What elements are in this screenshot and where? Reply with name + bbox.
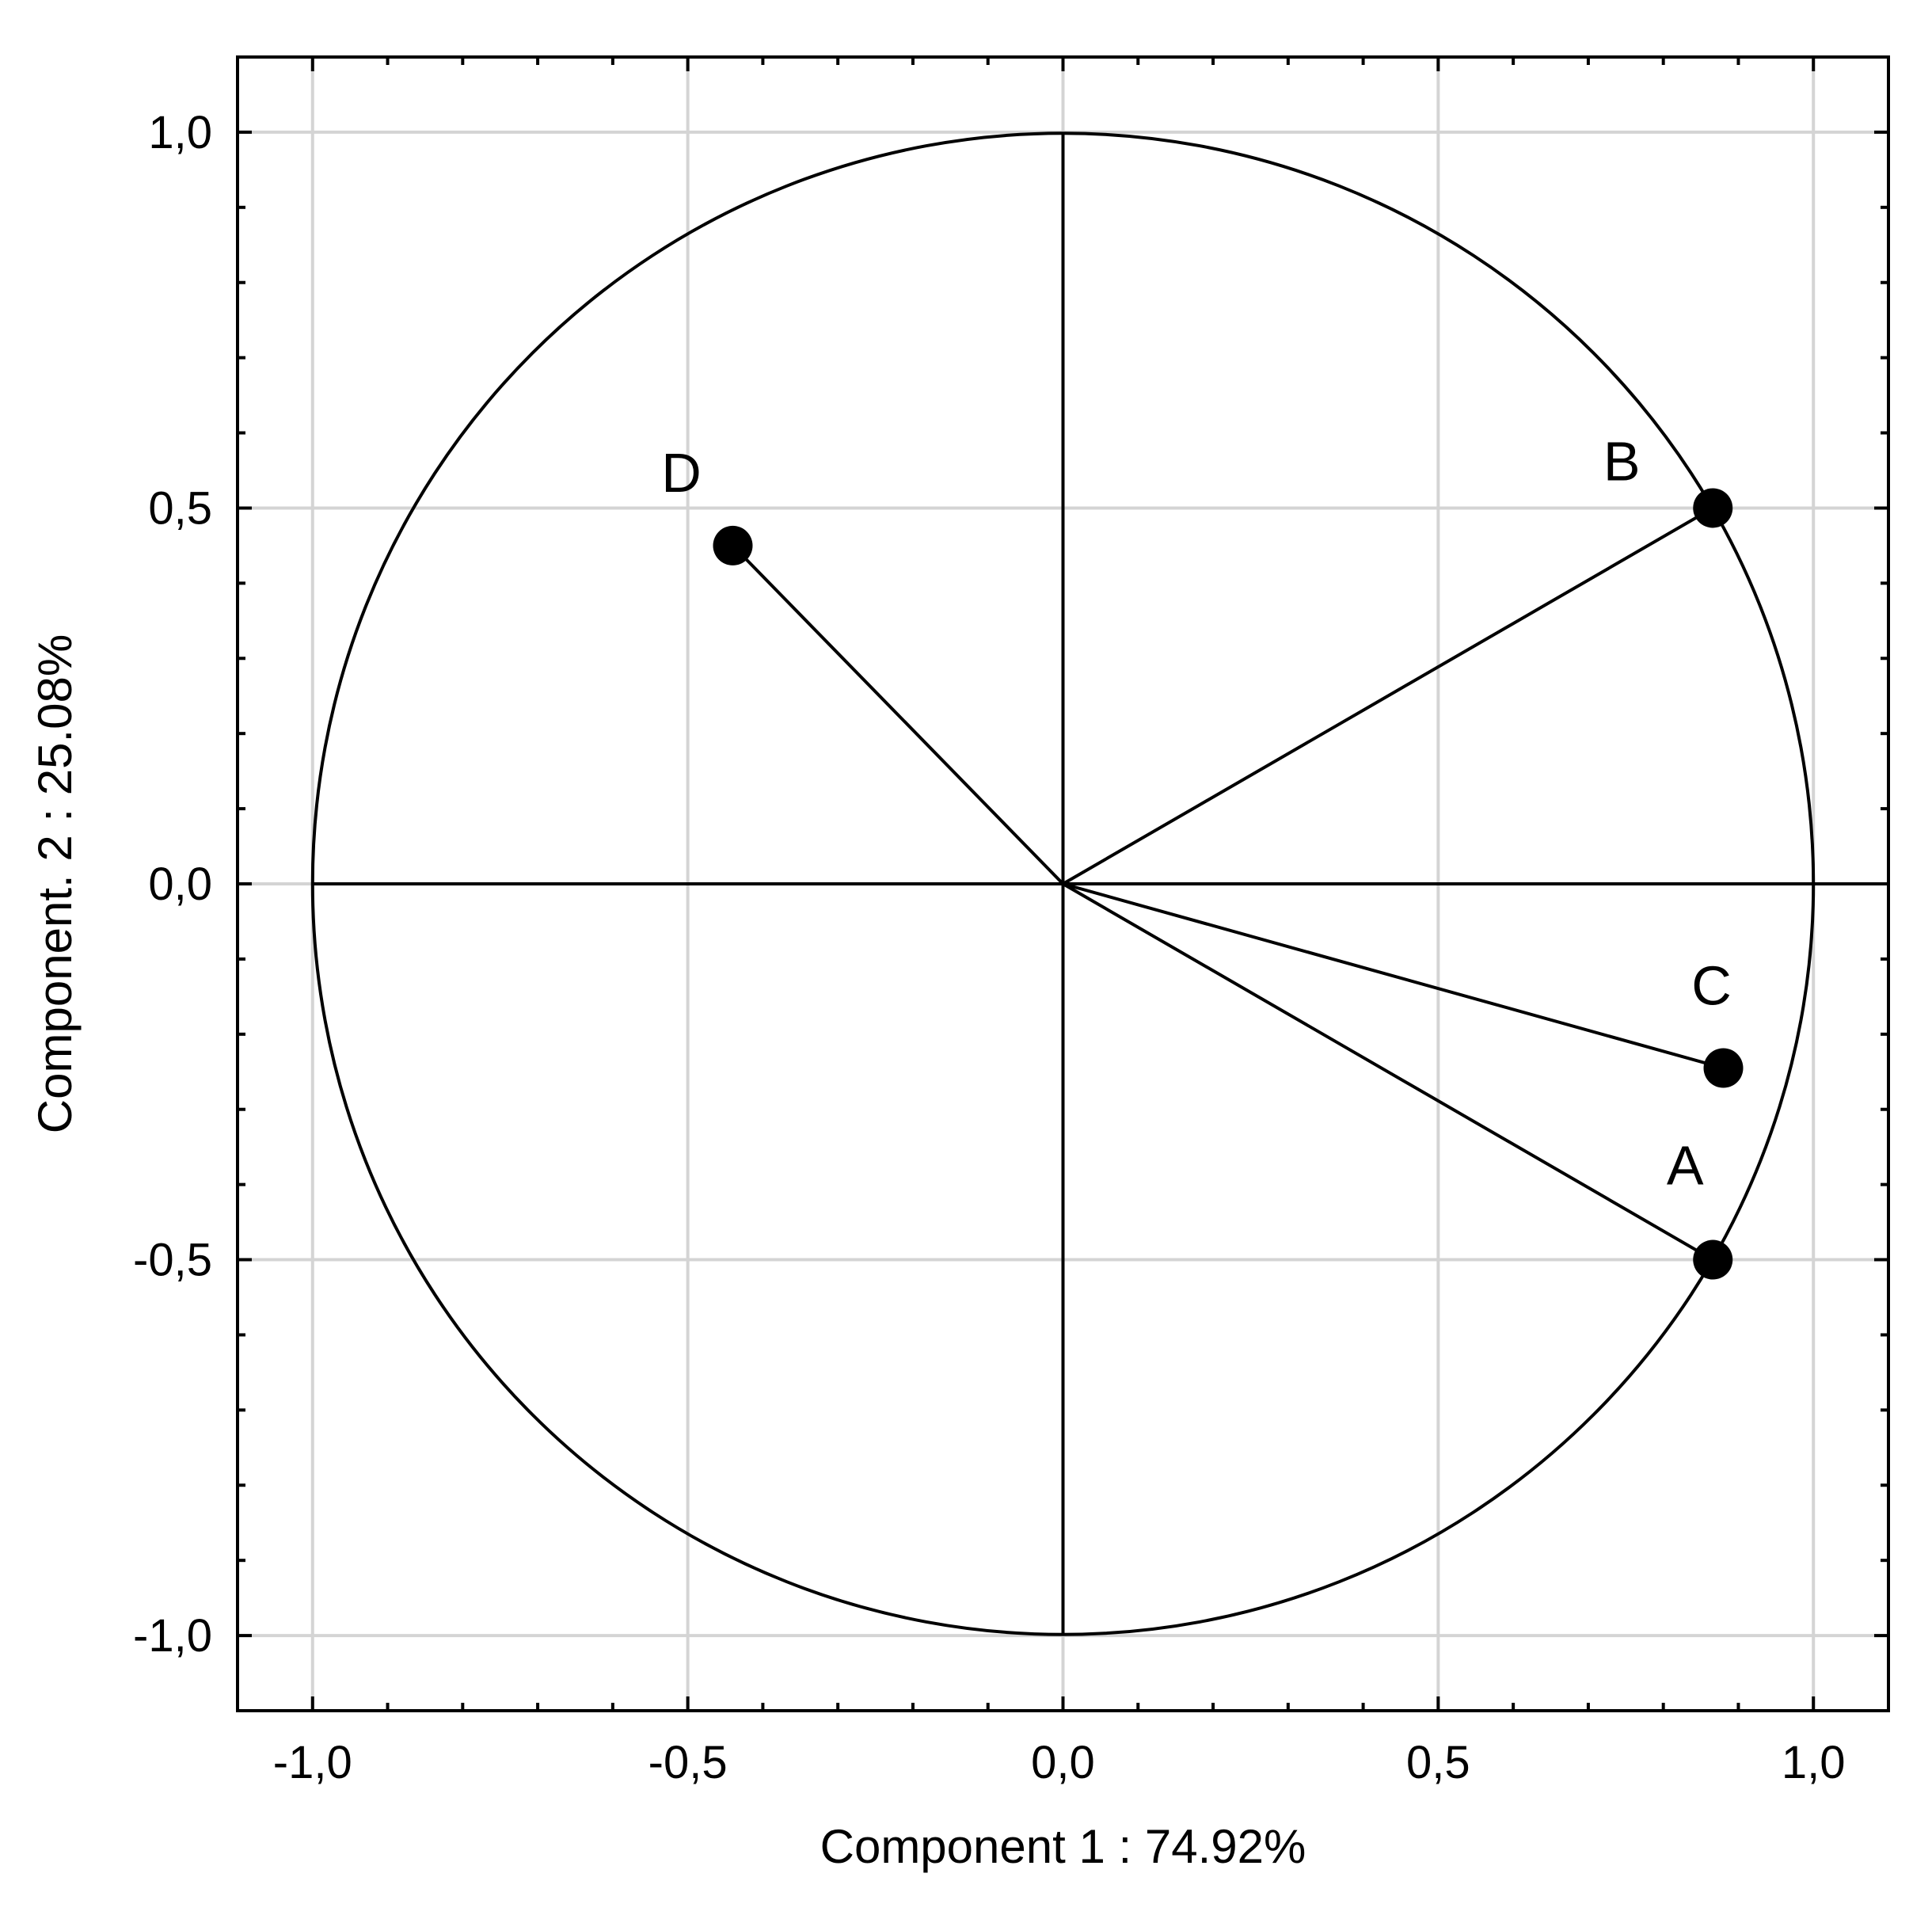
y-tick-label: -0,5 [133, 1235, 212, 1286]
tick-labels: -1,0 -0,5 0,0 0,5 1,0 -1,0 -0,5 0,0 0,5 1,0 [133, 107, 1846, 1788]
vector-A [1062, 882, 1714, 1262]
x-tick-label: 1,0 [1782, 1737, 1846, 1788]
y-tick-label: 1,0 [148, 107, 212, 158]
point-B [1693, 488, 1733, 528]
x-tick-label: -1,0 [273, 1737, 352, 1788]
y-tick-label: 0,5 [148, 482, 212, 534]
x-axis-title: Component 1 : 74.92% [820, 1820, 1306, 1873]
vector-B [1062, 506, 1714, 885]
y-tick-label: 0,0 [148, 859, 212, 910]
point-label-D: D [661, 442, 702, 504]
point-D [713, 525, 753, 565]
vector-C [1062, 882, 1725, 1070]
y-axis-title: Component. 2 : 25.08% [29, 634, 82, 1133]
point-A [1693, 1239, 1733, 1280]
unit-circle [310, 131, 1816, 1636]
axis-ticks [238, 57, 1888, 1711]
vector-D [732, 544, 1064, 885]
data-points: D B C A [661, 430, 1744, 1280]
x-tick-label: 0,0 [1031, 1737, 1095, 1788]
zero-axes [312, 131, 1888, 1636]
x-tick-label: -0,5 [648, 1737, 728, 1788]
y-tick-label: -1,0 [133, 1610, 212, 1662]
x-tick-label: 0,5 [1406, 1737, 1470, 1788]
point-label-B: B [1603, 430, 1641, 492]
point-label-C: C [1691, 955, 1732, 1017]
loading-vectors [732, 506, 1725, 1262]
point-C [1703, 1048, 1744, 1088]
point-label-A: A [1667, 1135, 1704, 1197]
